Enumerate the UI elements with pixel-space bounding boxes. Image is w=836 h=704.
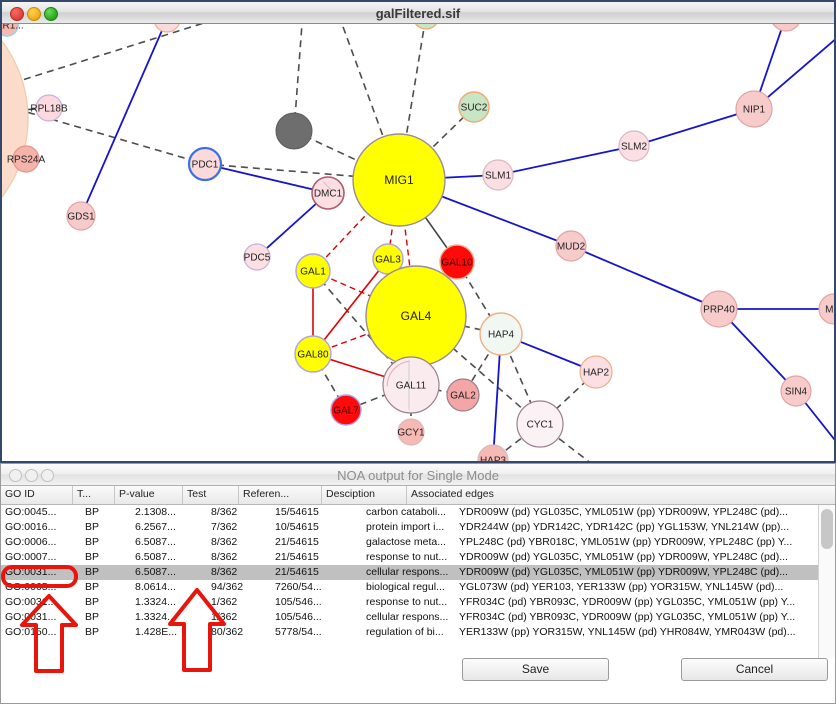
svg-text:GAL10: GAL10	[441, 258, 473, 269]
svg-text:GAL7: GAL7	[333, 406, 359, 417]
svg-text:HAP3: HAP3	[480, 456, 507, 464]
svg-text:MUD2: MUD2	[557, 242, 586, 253]
svg-text:PDC5: PDC5	[244, 253, 271, 264]
svg-text:PDC1: PDC1	[192, 160, 219, 171]
svg-text:SIN4: SIN4	[785, 387, 808, 398]
svg-text:GAL3: GAL3	[375, 255, 401, 266]
svg-text:GAL80: GAL80	[297, 350, 329, 361]
svg-text:YLR1...: YLR1...	[2, 24, 24, 32]
svg-text:MIG1: MIG1	[384, 173, 414, 187]
svg-text:CYC1: CYC1	[527, 420, 554, 431]
svg-text:PRP40: PRP40	[703, 305, 735, 316]
svg-text:DMC1: DMC1	[314, 189, 343, 200]
svg-text:SUC2: SUC2	[461, 103, 488, 114]
svg-text:NIP1: NIP1	[743, 105, 766, 116]
svg-text:GCY1: GCY1	[397, 428, 425, 439]
svg-text:GDS1: GDS1	[67, 212, 95, 223]
svg-text:SLM1: SLM1	[485, 171, 512, 182]
svg-text:HAP4: HAP4	[488, 330, 515, 341]
svg-text:RPS24A: RPS24A	[7, 155, 46, 166]
svg-text:GAL1: GAL1	[300, 267, 326, 278]
svg-text:MSI: MSI	[825, 305, 836, 316]
svg-text:GAL2: GAL2	[450, 391, 476, 402]
svg-text:HAP2: HAP2	[583, 368, 610, 379]
svg-text:SLM2: SLM2	[621, 142, 648, 153]
svg-text:GAL11: GAL11	[396, 381, 427, 392]
svg-text:GAL4: GAL4	[401, 309, 432, 323]
svg-text:RPL18B: RPL18B	[30, 104, 68, 115]
